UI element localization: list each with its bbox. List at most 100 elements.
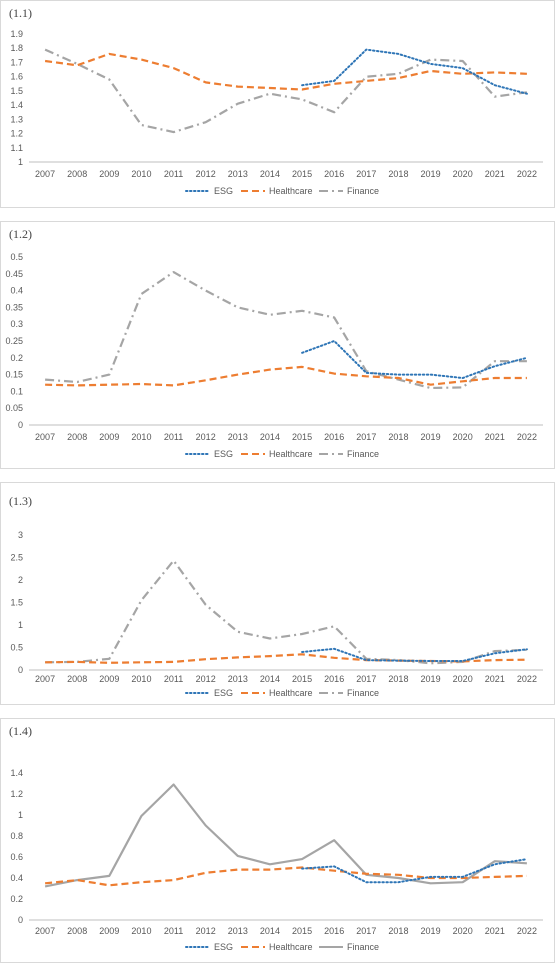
y-tick-label: 1.2	[10, 789, 23, 799]
series-line-healthcare	[45, 653, 527, 664]
series-line-finance	[45, 559, 527, 665]
x-tick-label: 2013	[228, 926, 248, 936]
x-tick-label: 2014	[260, 432, 280, 442]
panel-label: (1.2)	[9, 227, 32, 241]
y-tick-label: 1.8	[10, 43, 23, 53]
x-tick-label: 2012	[196, 674, 216, 684]
legend-label-healthcare: Healthcare	[269, 186, 313, 196]
y-tick-label: 0.5	[10, 643, 23, 653]
x-tick-label: 2019	[421, 674, 441, 684]
x-tick-label: 2021	[485, 169, 505, 179]
series-line-finance	[44, 48, 528, 134]
x-tick-label: 2007	[35, 674, 55, 684]
series-line-esg	[301, 48, 528, 95]
y-tick-label: 1.2	[10, 129, 23, 139]
y-tick-label: 0.5	[10, 252, 23, 262]
x-tick-label: 2018	[388, 926, 408, 936]
chart-panel-2: (1.2) 0 0.05 0.1 0.15 0.2 0.25 0.3 0.35 0.4 0.45 0.…	[0, 221, 555, 469]
y-tick-label: 2.5	[10, 553, 23, 563]
x-tick-label: 2007	[35, 926, 55, 936]
x-tick-label: 2011	[164, 926, 183, 936]
y-tick-label: 1.1	[10, 143, 23, 153]
x-tick-label: 2017	[356, 926, 376, 936]
x-tick-label: 2007	[35, 169, 55, 179]
x-tick-label: 2008	[67, 169, 87, 179]
x-tick-label: 2010	[131, 169, 151, 179]
x-tick-label: 2018	[388, 674, 408, 684]
x-tick-label: 2009	[99, 432, 119, 442]
x-tick-label: 2013	[228, 674, 248, 684]
x-tick-label: 2008	[67, 432, 87, 442]
x-tick-label: 2018	[388, 432, 408, 442]
chart-panel-1: (1.1) 1 1.1 1.2 1.3 1.4 1.5 1.6 1.7 1.8 1.9 2007 200…	[0, 0, 555, 208]
y-tick-label: 0	[18, 420, 23, 430]
x-tick-label: 2015	[292, 169, 312, 179]
x-tick-label: 2019	[421, 169, 441, 179]
y-tick-label: 0	[18, 665, 23, 675]
x-tick-label: 2016	[324, 926, 344, 936]
panel-label: (1.1)	[9, 6, 32, 20]
x-tick-label: 2011	[164, 169, 183, 179]
x-tick-label: 2022	[517, 674, 537, 684]
series-line-healthcare	[45, 365, 527, 387]
x-tick-label: 2017	[356, 674, 376, 684]
x-tick-label: 2010	[131, 926, 151, 936]
legend-label-finance: Finance	[347, 942, 379, 952]
x-tick-label: 2012	[196, 926, 216, 936]
y-tick-label: 1.3	[10, 114, 23, 124]
x-tick-label: 2019	[421, 926, 441, 936]
x-tick-label: 2012	[196, 169, 216, 179]
y-tick-label: 1.4	[10, 100, 23, 110]
y-tick-label: 0.4	[10, 873, 23, 883]
x-tick-label: 2013	[228, 432, 248, 442]
x-tick-label: 2022	[517, 432, 537, 442]
x-tick-label: 2011	[164, 432, 183, 442]
x-tick-label: 2010	[131, 674, 151, 684]
x-tick-label: 2022	[517, 926, 537, 936]
y-tick-label: 1.6	[10, 72, 23, 82]
series-line-healthcare	[44, 52, 527, 91]
y-tick-label: 3	[18, 530, 23, 540]
x-tick-label: 2021	[485, 674, 505, 684]
y-tick-label: 0.25	[5, 336, 23, 346]
x-tick-label: 2018	[388, 169, 408, 179]
x-tick-label: 2016	[324, 169, 344, 179]
x-tick-label: 2020	[453, 674, 473, 684]
x-tick-label: 2012	[196, 432, 216, 442]
y-tick-label: 1	[18, 157, 23, 167]
x-tick-label: 2017	[356, 432, 376, 442]
y-tick-label: 1.5	[10, 598, 23, 608]
y-tick-label: 0.8	[10, 831, 23, 841]
panel-label: (1.4)	[9, 724, 32, 738]
y-tick-label: 0.05	[5, 403, 23, 413]
legend-label-esg: ESG	[214, 688, 233, 698]
y-tick-label: 1.5	[10, 86, 23, 96]
y-tick-label: 0.2	[10, 894, 23, 904]
x-tick-label: 2014	[260, 926, 280, 936]
x-tick-label: 2008	[67, 674, 87, 684]
y-tick-label: 1.7	[10, 57, 23, 67]
legend-label-esg: ESG	[214, 942, 233, 952]
x-tick-label: 2009	[99, 926, 119, 936]
x-tick-label: 2009	[99, 169, 119, 179]
y-tick-label: 0.3	[10, 319, 23, 329]
x-tick-label: 2015	[292, 926, 312, 936]
y-tick-label: 1.4	[10, 768, 23, 778]
x-tick-label: 2014	[260, 169, 280, 179]
y-tick-label: 0.15	[5, 370, 23, 380]
x-tick-label: 2015	[292, 432, 312, 442]
x-tick-label: 2009	[99, 674, 119, 684]
chart-panel-3: (1.3) 0 0.5 1 1.5 2 2.5 3 2007 2008 2009 2010 2011 20…	[0, 482, 555, 705]
legend-label-healthcare: Healthcare	[269, 688, 313, 698]
chart-svg-2: (1.2) 0 0.05 0.1 0.15 0.2 0.25 0.3 0.35 0.4 0.45 0.…	[5, 227, 543, 459]
y-tick-label: 0.4	[10, 286, 23, 296]
y-tick-label: 1.9	[10, 29, 23, 39]
x-tick-label: 2015	[292, 674, 312, 684]
chart-svg-1: (1.1) 1 1.1 1.2 1.3 1.4 1.5 1.6 1.7 1.8 1.9 2007 200…	[9, 6, 543, 196]
legend-label-esg: ESG	[214, 186, 233, 196]
y-tick-label: 0.6	[10, 852, 23, 862]
chart-svg-3: (1.3) 0 0.5 1 1.5 2 2.5 3 2007 2008 2009 2010 2011 20…	[9, 494, 543, 698]
series-line-healthcare	[44, 866, 527, 887]
x-tick-label: 2008	[67, 926, 87, 936]
chart-panel-4: (1.4) 0 0.2 0.4 0.6 0.8 1 1.2 1.4 2007 2008 2009 201…	[0, 718, 555, 963]
